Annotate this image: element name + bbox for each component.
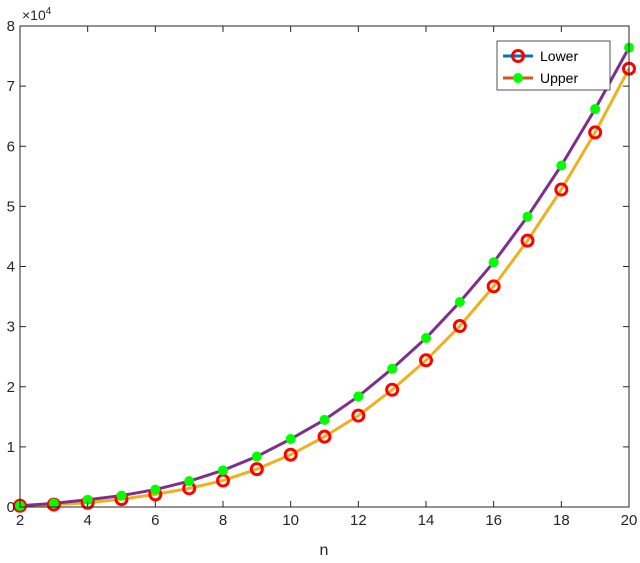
legend-lower-label: Lower	[540, 48, 578, 64]
upper-series-point	[184, 476, 195, 487]
upper-series-point	[218, 465, 228, 476]
legend: Lower Upper	[496, 40, 611, 91]
y-tick-label: 5	[7, 198, 15, 215]
y-tick-label: 0	[7, 499, 15, 516]
upper-series-point	[116, 490, 127, 501]
upper-series-point	[285, 434, 296, 445]
x-tick-label: 4	[83, 512, 91, 529]
x-tick-label: 14	[418, 512, 435, 529]
y-tick-label: 1	[7, 439, 15, 456]
upper-series-point	[387, 363, 398, 374]
upper-series-point	[454, 296, 465, 307]
x-tick-label: 10	[282, 512, 299, 529]
series-layer	[13, 42, 636, 513]
upper-series-point	[353, 391, 364, 402]
legend-upper-marker	[513, 73, 523, 83]
y-tick-label: 8	[7, 18, 15, 35]
y-tick-label: 2	[7, 379, 15, 396]
lower-series-point	[486, 279, 501, 294]
lower-series-point	[249, 462, 264, 477]
lower-series-point	[351, 408, 366, 423]
lower-series-point	[588, 125, 603, 140]
upper-series-point	[150, 484, 161, 495]
lower-series-point	[520, 233, 535, 248]
x-tick-label: 6	[151, 512, 159, 529]
lower-series-point	[419, 353, 433, 368]
legend-lower-marker	[511, 49, 525, 63]
upper-series-point	[556, 160, 567, 171]
upper-series-point	[590, 103, 601, 114]
upper-series-point	[82, 494, 93, 505]
lower-series-point	[317, 429, 332, 444]
y-tick-label: 7	[7, 78, 15, 95]
upper-series-point	[421, 333, 431, 344]
x-tick-label: 16	[485, 512, 502, 529]
upper-series-point	[488, 257, 499, 268]
x-axis-label: n	[320, 542, 329, 559]
upper-series-point	[522, 211, 533, 222]
y-tick-label: 6	[7, 138, 15, 155]
plot-area	[20, 26, 629, 507]
y-exponent-label: ×104	[22, 6, 52, 23]
lower-series-point	[554, 182, 569, 197]
x-tick-label: 12	[350, 512, 367, 529]
x-tick-label: 20	[621, 512, 638, 529]
lower-series-point	[283, 447, 298, 462]
upper-series-point	[319, 414, 330, 425]
legend-upper-label: Upper	[540, 70, 578, 86]
lower-series-point	[385, 382, 400, 397]
upper-series-point	[251, 451, 262, 462]
y-tick-label: 3	[7, 319, 15, 336]
y-tick-label: 4	[7, 259, 15, 276]
x-tick-label: 18	[553, 512, 570, 529]
lower-series-point	[452, 319, 467, 334]
x-tick-label: 8	[219, 512, 227, 529]
x-tick-label: 2	[16, 512, 24, 529]
y-exponent-base: ×10	[22, 7, 46, 23]
y-exponent-power: 4	[46, 6, 52, 17]
upper-series-point	[48, 498, 59, 509]
